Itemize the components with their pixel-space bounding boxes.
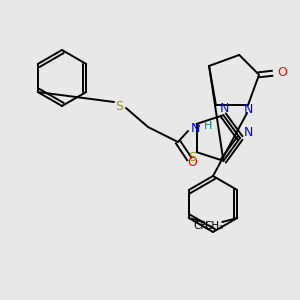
Text: H: H bbox=[204, 121, 212, 131]
Text: S: S bbox=[189, 151, 196, 164]
Text: N: N bbox=[190, 122, 200, 134]
Text: S: S bbox=[115, 100, 123, 112]
Text: O: O bbox=[187, 157, 197, 169]
Text: N: N bbox=[220, 102, 229, 115]
Text: N: N bbox=[243, 103, 253, 116]
Text: N: N bbox=[243, 127, 253, 140]
Text: CH₃: CH₃ bbox=[204, 221, 224, 231]
Text: CH₃: CH₃ bbox=[193, 221, 212, 231]
Text: O: O bbox=[277, 66, 287, 79]
